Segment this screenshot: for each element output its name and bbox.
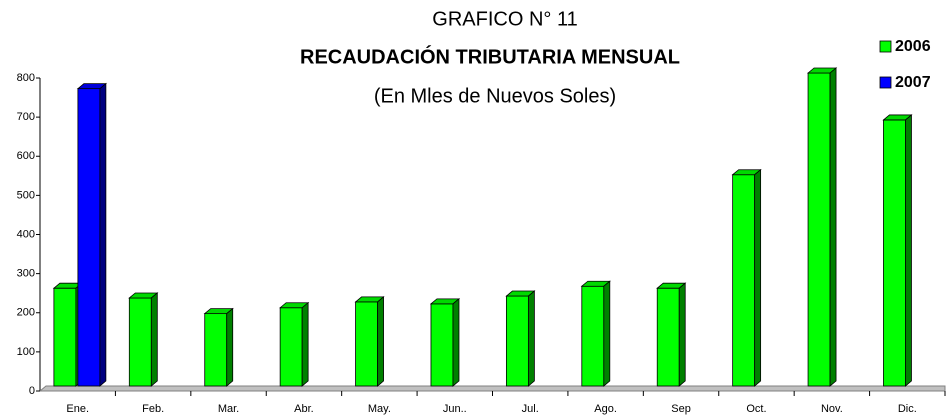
bar-face [656, 287, 680, 387]
y-tick-label: 800 [17, 72, 35, 84]
x-tick-label: Sep [671, 403, 691, 415]
bar-face [505, 295, 529, 387]
y-tick-label: 700 [17, 111, 35, 123]
bar-face [732, 174, 756, 387]
bar [580, 280, 611, 387]
bar-face [128, 297, 152, 387]
y-tick-label: 500 [17, 189, 35, 201]
x-tick-label: Nov. [821, 403, 843, 415]
bar [806, 67, 838, 387]
bar-face [377, 296, 384, 387]
bar-face [754, 168, 762, 387]
bar-face [883, 119, 906, 387]
bar [76, 82, 107, 387]
x-tick-label: May. [368, 403, 391, 415]
bar-face [77, 88, 101, 387]
x-tick-label: Oct. [746, 403, 766, 415]
bar-face [452, 297, 460, 387]
x-tick-label: Ene. [66, 403, 89, 415]
x-tick-label: Feb. [142, 403, 164, 415]
x-tick-label: Dic. [898, 403, 917, 415]
x-tick-label: Jul. [522, 403, 539, 415]
bar [656, 282, 687, 387]
y-tick-label: 400 [17, 228, 35, 240]
bar [731, 168, 762, 387]
bar-face [204, 313, 228, 387]
legend-label: 2007 [895, 74, 931, 91]
x-tick-label: Ago. [594, 403, 617, 415]
chart-title: GRAFICO N° 11 [432, 8, 577, 30]
bar [279, 301, 310, 387]
y-tick-label: 600 [17, 150, 35, 162]
bar-face [603, 280, 611, 387]
bar-face [678, 282, 686, 387]
bar-face [430, 303, 454, 387]
bar-face [150, 292, 158, 387]
chart-unit-note: (En Mles de Nuevos Soles) [374, 85, 616, 107]
x-tick-label: Jun.. [443, 403, 467, 415]
bar-face [527, 290, 535, 387]
bar-face [829, 67, 837, 387]
bar [203, 307, 234, 387]
bar [429, 297, 461, 387]
y-tick-label: 100 [17, 346, 35, 358]
bar [882, 114, 913, 387]
legend-swatch [879, 40, 892, 53]
floor [38, 385, 946, 392]
legend-label: 2006 [895, 38, 931, 55]
bar-face [99, 82, 107, 387]
x-tick-label: Mar. [218, 403, 239, 415]
bar [128, 292, 159, 387]
bar-face [279, 307, 303, 387]
x-tick-label: Abr. [294, 403, 314, 415]
y-tick-label: 0 [29, 385, 35, 397]
y-tick-label: 300 [17, 268, 35, 280]
chart-subtitle: RECAUDACIÓN TRIBUTARIA MENSUAL [300, 44, 680, 68]
y-tick-label: 200 [17, 307, 35, 319]
bar-face [355, 301, 378, 387]
legend-swatch [879, 76, 892, 89]
bar-face [53, 287, 77, 387]
bar [354, 296, 385, 387]
bar-face [807, 72, 831, 387]
bar-face [581, 285, 605, 387]
bar-face [905, 114, 912, 387]
bar-face [301, 301, 309, 387]
bar [505, 290, 536, 387]
bar-face [226, 307, 234, 387]
